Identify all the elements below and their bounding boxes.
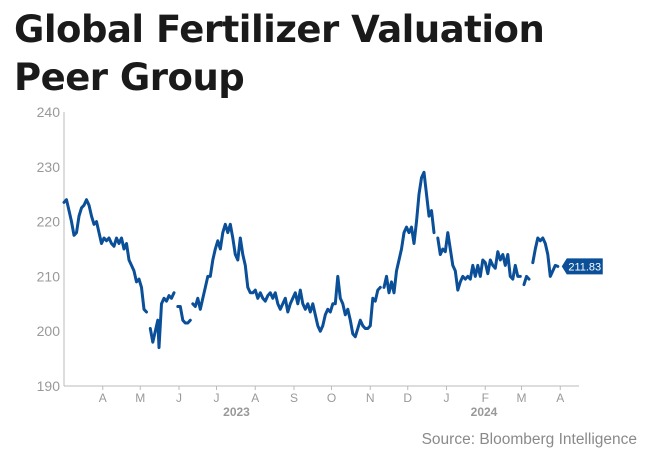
series-line-segment (191, 222, 382, 339)
series-line-segment (382, 170, 436, 295)
y-tick-label: 190 (37, 378, 61, 394)
series-line-segment (522, 274, 531, 287)
x-tick-label: J (214, 391, 220, 405)
x-tick-label: D (403, 391, 412, 405)
x-tick-label: S (290, 391, 298, 405)
y-tick-label: 210 (37, 268, 61, 284)
last-value-badge (561, 258, 603, 275)
x-tick-label: N (366, 391, 375, 405)
series-line-segment (148, 291, 176, 350)
last-value-label: 211.83 (568, 261, 601, 273)
y-tick-label: 200 (37, 323, 61, 339)
year-label: 2024 (471, 405, 498, 419)
x-tick-label: A (99, 391, 107, 405)
series-line-segment (531, 236, 560, 278)
series-line-segment (62, 198, 148, 314)
x-tick-label: A (251, 391, 259, 405)
x-tick-label: F (482, 391, 489, 405)
x-tick-label: J (444, 391, 450, 405)
x-tick-label: J (176, 391, 182, 405)
x-tick-label: M (135, 391, 145, 405)
y-tick-label: 240 (37, 104, 61, 120)
y-tick-label: 230 (37, 159, 61, 175)
year-label: 2023 (223, 405, 250, 419)
source-note: Source: Bloomberg Intelligence (421, 431, 637, 448)
chart-title: Global Fertilizer Valuation Peer Group (14, 8, 545, 99)
series-line-segment (436, 231, 522, 292)
x-tick-label: O (327, 391, 336, 405)
y-tick-label: 220 (37, 214, 61, 230)
series-line-segment (176, 305, 192, 325)
x-tick-label: A (556, 391, 564, 405)
x-tick-label: M (517, 391, 527, 405)
